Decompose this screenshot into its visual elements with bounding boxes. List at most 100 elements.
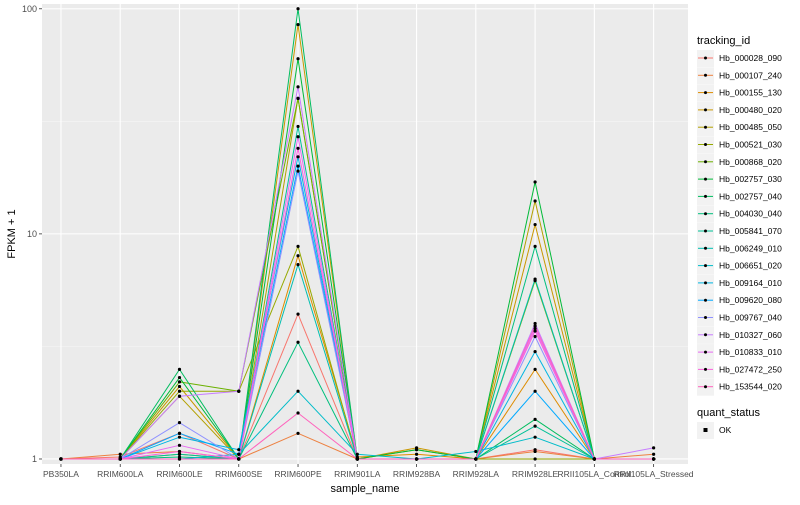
legend-label: Hb_000485_050 (719, 122, 782, 132)
data-point (592, 457, 596, 461)
legend-label: Hb_010327_060 (719, 330, 782, 340)
data-point (533, 244, 537, 248)
legend-label: Hb_000521_030 (719, 140, 782, 150)
data-point (177, 367, 182, 372)
data-point (533, 334, 537, 339)
data-point (237, 452, 241, 456)
data-point (296, 7, 300, 11)
legend-key-point (704, 264, 707, 268)
y-tick-label: 10 (27, 229, 37, 239)
x-tick-label: RRII105LA_Stressed (614, 469, 694, 479)
series-points (59, 7, 656, 461)
data-point (533, 180, 537, 184)
data-point (237, 389, 241, 393)
legend-label: Hb_010833_010 (719, 347, 782, 357)
data-point (177, 394, 182, 398)
data-point (296, 263, 300, 267)
x-tick-label: RRIM600LE (156, 469, 203, 479)
x-axis-label: sample_name (330, 483, 399, 495)
data-point (296, 155, 300, 159)
legend-key-point (704, 316, 707, 319)
legend-shape-label: OK (719, 425, 732, 435)
legend-key-point (704, 298, 707, 302)
data-point (118, 452, 122, 456)
legend-key-point (704, 246, 707, 250)
y-axis: 1 10 100 (22, 4, 42, 464)
legend-label: Hb_000155_130 (719, 88, 782, 98)
legend-key-point (704, 91, 707, 95)
data-point (296, 57, 300, 61)
data-point (177, 452, 182, 456)
data-point (296, 340, 300, 344)
data-point (177, 375, 182, 380)
x-tick-label: RRIM928BA (393, 469, 441, 479)
legend-key-point (704, 125, 707, 129)
data-point (533, 417, 537, 421)
data-point (533, 367, 537, 372)
legend-key-point (704, 160, 707, 164)
legend-shape-items: OK (697, 422, 732, 439)
legend-title: tracking_id (697, 35, 750, 47)
data-point (652, 457, 656, 461)
data-point (533, 389, 537, 393)
data-point (296, 169, 300, 173)
data-point (177, 431, 182, 435)
legend-key-point (704, 177, 707, 181)
data-point (533, 449, 537, 454)
legend-label: Hb_005841_070 (719, 226, 782, 236)
data-point (177, 443, 182, 447)
data-point (296, 85, 300, 89)
y-tick-label: 1 (32, 454, 37, 464)
legend-label: Hb_009164_010 (719, 278, 782, 288)
legend-items: Hb_000028_090 Hb_000107_240 Hb_000155_130 H… (697, 50, 782, 396)
legend-label: Hb_002757_040 (719, 191, 782, 201)
legend-label: Hb_009620_080 (719, 295, 782, 305)
x-axis: PB350LA RRIM600LA RRIM600LE RRIM600SE RRIM60… (43, 464, 694, 479)
data-point (355, 457, 359, 461)
legend-key-point (704, 108, 707, 112)
data-point (296, 124, 300, 129)
data-point (296, 244, 300, 248)
legend-key-point (704, 350, 707, 354)
x-tick-label: RRIM600PE (274, 469, 322, 479)
data-point (533, 324, 537, 328)
data-point (533, 277, 537, 281)
data-point (296, 254, 300, 258)
data-point (177, 435, 182, 439)
data-point (533, 326, 537, 331)
data-point (296, 164, 300, 168)
data-point (533, 199, 537, 203)
legend-label: Hb_002757_030 (719, 174, 782, 184)
data-point (533, 424, 537, 428)
data-point (533, 222, 537, 227)
data-point (177, 384, 182, 389)
legend-key-point (704, 143, 707, 146)
data-point (533, 321, 537, 326)
y-axis-label: FPKM + 1 (6, 209, 18, 258)
legend-label: Hb_000028_090 (719, 53, 782, 63)
x-tick-label: RRIM600LA (97, 469, 144, 479)
x-tick-label: RRIM928LA (453, 469, 500, 479)
data-point (414, 457, 419, 461)
data-point (533, 349, 537, 354)
data-point (414, 452, 419, 456)
legend-key-point (704, 56, 707, 60)
legend-label: Hb_000868_020 (719, 157, 782, 167)
legend-shape-title: quant_status (697, 407, 760, 419)
data-point (296, 431, 300, 435)
x-tick-label: RRIM600SE (215, 469, 263, 479)
data-point (414, 448, 419, 452)
data-point (296, 135, 300, 139)
x-tick-label: RRIM901LA (334, 469, 381, 479)
legend-label: Hb_004030_040 (719, 209, 782, 219)
data-point (177, 389, 182, 393)
data-point (533, 329, 537, 333)
x-tick-label: RRII105LA_Control (558, 469, 632, 479)
legend-label: Hb_006249_010 (719, 243, 782, 253)
data-point (296, 389, 300, 393)
data-point (237, 457, 241, 461)
data-point (177, 421, 182, 425)
x-tick-label: PB350LA (43, 469, 79, 479)
legend-label: Hb_006651_020 (719, 261, 782, 271)
